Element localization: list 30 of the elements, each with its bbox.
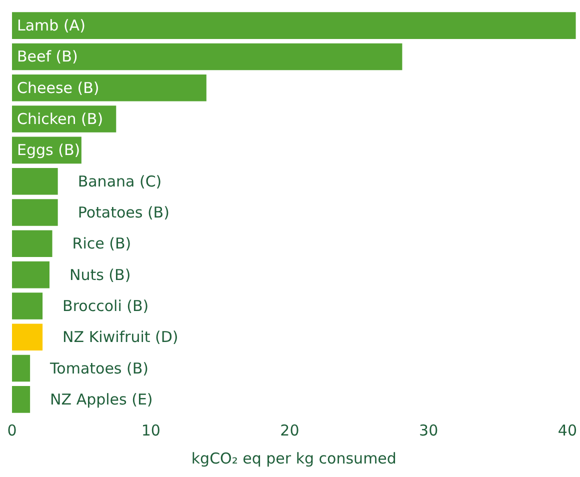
y-tick-label: Tomatoes (B) [49, 359, 149, 378]
bar [12, 43, 402, 70]
y-tick-label: Potatoes (B) [78, 204, 170, 222]
x-tick-label: 20 [280, 422, 300, 440]
y-tick-label: Rice (B) [72, 234, 132, 253]
x-tick-label: 10 [141, 422, 160, 440]
bar [12, 168, 58, 195]
y-tick-label: Broccoli (B) [62, 296, 149, 315]
y-tick-label: Banana (C) [78, 172, 162, 190]
bar [12, 261, 50, 288]
y-tick-label: Eggs (B) [17, 141, 80, 160]
y-tick-label: Beef (B) [17, 48, 78, 66]
y-tick-label: NZ Apples (E) [50, 390, 153, 408]
y-tick-label: Nuts (B) [69, 266, 131, 284]
x-tick-label: 40 [558, 422, 578, 440]
bar [12, 386, 30, 413]
y-tick-label: Lamb (A) [17, 16, 86, 35]
bar [12, 354, 30, 382]
bar [12, 292, 43, 320]
bar [12, 324, 43, 351]
x-tick-label: 30 [419, 422, 438, 440]
y-tick-label: Chicken (B) [17, 110, 104, 128]
x-axis-title: kgCO₂ eq per kg consumed [191, 450, 396, 468]
bar [12, 12, 576, 39]
y-tick-label: Cheese (B) [17, 78, 100, 97]
x-tick-label: 0 [7, 422, 17, 440]
bar [12, 74, 206, 102]
bar [12, 230, 52, 258]
bar [12, 199, 58, 226]
y-tick-label: NZ Kiwifruit (D) [62, 328, 178, 346]
